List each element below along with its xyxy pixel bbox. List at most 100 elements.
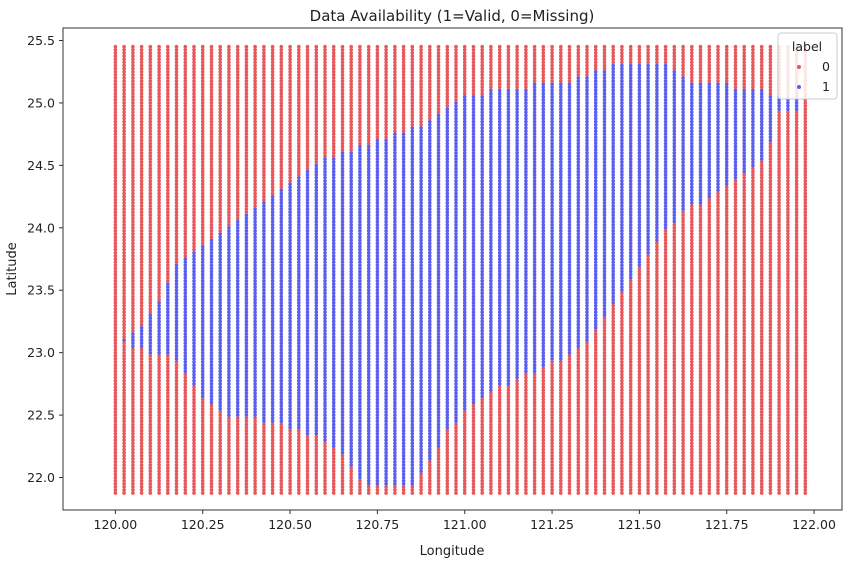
point-missing (183, 244, 188, 249)
point-missing (113, 275, 118, 280)
point-missing (227, 179, 231, 183)
point-valid (262, 416, 266, 421)
point-valid (270, 313, 275, 318)
point-missing (401, 88, 406, 93)
point-valid (192, 288, 196, 293)
point-missing (331, 135, 336, 140)
point-valid (384, 338, 388, 343)
point-valid (262, 204, 266, 208)
point-valid (375, 232, 380, 236)
point-missing (227, 416, 231, 421)
point-missing (270, 82, 275, 86)
point-valid (393, 422, 397, 427)
point-valid (393, 360, 397, 364)
point-missing (218, 91, 222, 96)
point-missing (113, 263, 118, 268)
point-valid (235, 307, 240, 311)
point-missing (200, 144, 205, 149)
point-missing (288, 457, 292, 461)
point-missing (358, 51, 362, 55)
point-missing (157, 54, 161, 58)
point-valid (253, 388, 257, 392)
point-valid (331, 216, 336, 221)
point-missing (192, 229, 196, 233)
point-missing (122, 391, 126, 396)
point-valid (358, 475, 362, 480)
point-missing (174, 260, 179, 264)
point-valid (244, 310, 249, 314)
point-missing (349, 478, 354, 483)
point-missing (122, 422, 126, 427)
point-missing (314, 104, 319, 108)
point-missing (358, 57, 362, 61)
point-missing (297, 157, 301, 161)
point-missing (200, 213, 205, 218)
point-missing (183, 169, 188, 174)
point-missing (183, 482, 188, 486)
point-missing (192, 226, 196, 230)
point-valid (375, 469, 380, 474)
point-missing (157, 51, 161, 55)
point-missing (174, 407, 179, 411)
point-valid (131, 338, 135, 343)
point-missing (174, 222, 179, 227)
point-valid (410, 350, 415, 355)
point-missing (200, 453, 205, 458)
point-valid (358, 257, 362, 261)
point-valid (314, 188, 319, 193)
point-missing (192, 76, 196, 80)
point-missing (122, 300, 126, 305)
point-missing (393, 63, 397, 68)
point-valid (305, 385, 310, 389)
point-missing (139, 73, 144, 77)
point-missing (262, 438, 266, 442)
point-missing (122, 82, 126, 86)
point-valid (410, 285, 415, 289)
point-valid (358, 422, 362, 427)
point-missing (113, 332, 118, 336)
point-valid (384, 141, 388, 146)
point-missing (122, 48, 126, 52)
point-valid (235, 304, 240, 308)
point-missing (174, 463, 179, 467)
point-valid (331, 435, 336, 439)
point-missing (393, 66, 397, 71)
point-missing (139, 79, 144, 83)
point-missing (227, 188, 231, 193)
point-missing (244, 54, 249, 58)
point-valid (323, 410, 327, 414)
point-valid (358, 325, 362, 330)
point-missing (297, 135, 301, 140)
point-valid (244, 304, 249, 308)
point-missing (323, 113, 327, 118)
point-valid (366, 294, 371, 299)
point-missing (279, 469, 284, 474)
point-missing (113, 76, 118, 80)
point-missing (323, 107, 327, 111)
point-missing (122, 113, 126, 118)
point-missing (183, 400, 188, 405)
point-missing (113, 141, 118, 146)
point-missing (314, 57, 319, 61)
point-missing (349, 129, 354, 133)
point-valid (288, 425, 292, 430)
point-missing (401, 69, 406, 74)
point-missing (183, 463, 188, 467)
point-missing (218, 472, 222, 477)
point-missing (323, 88, 327, 93)
point-missing (139, 160, 144, 164)
point-missing (279, 101, 284, 105)
point-missing (218, 463, 222, 467)
point-missing (157, 185, 161, 189)
point-valid (349, 182, 354, 186)
point-valid (297, 282, 301, 286)
point-missing (340, 69, 345, 74)
point-valid (340, 222, 345, 227)
point-valid (305, 344, 310, 349)
point-missing (122, 382, 126, 386)
point-missing (349, 79, 354, 83)
point-missing (331, 147, 336, 152)
point-valid (384, 394, 388, 399)
point-missing (166, 101, 170, 105)
point-valid (174, 294, 179, 299)
